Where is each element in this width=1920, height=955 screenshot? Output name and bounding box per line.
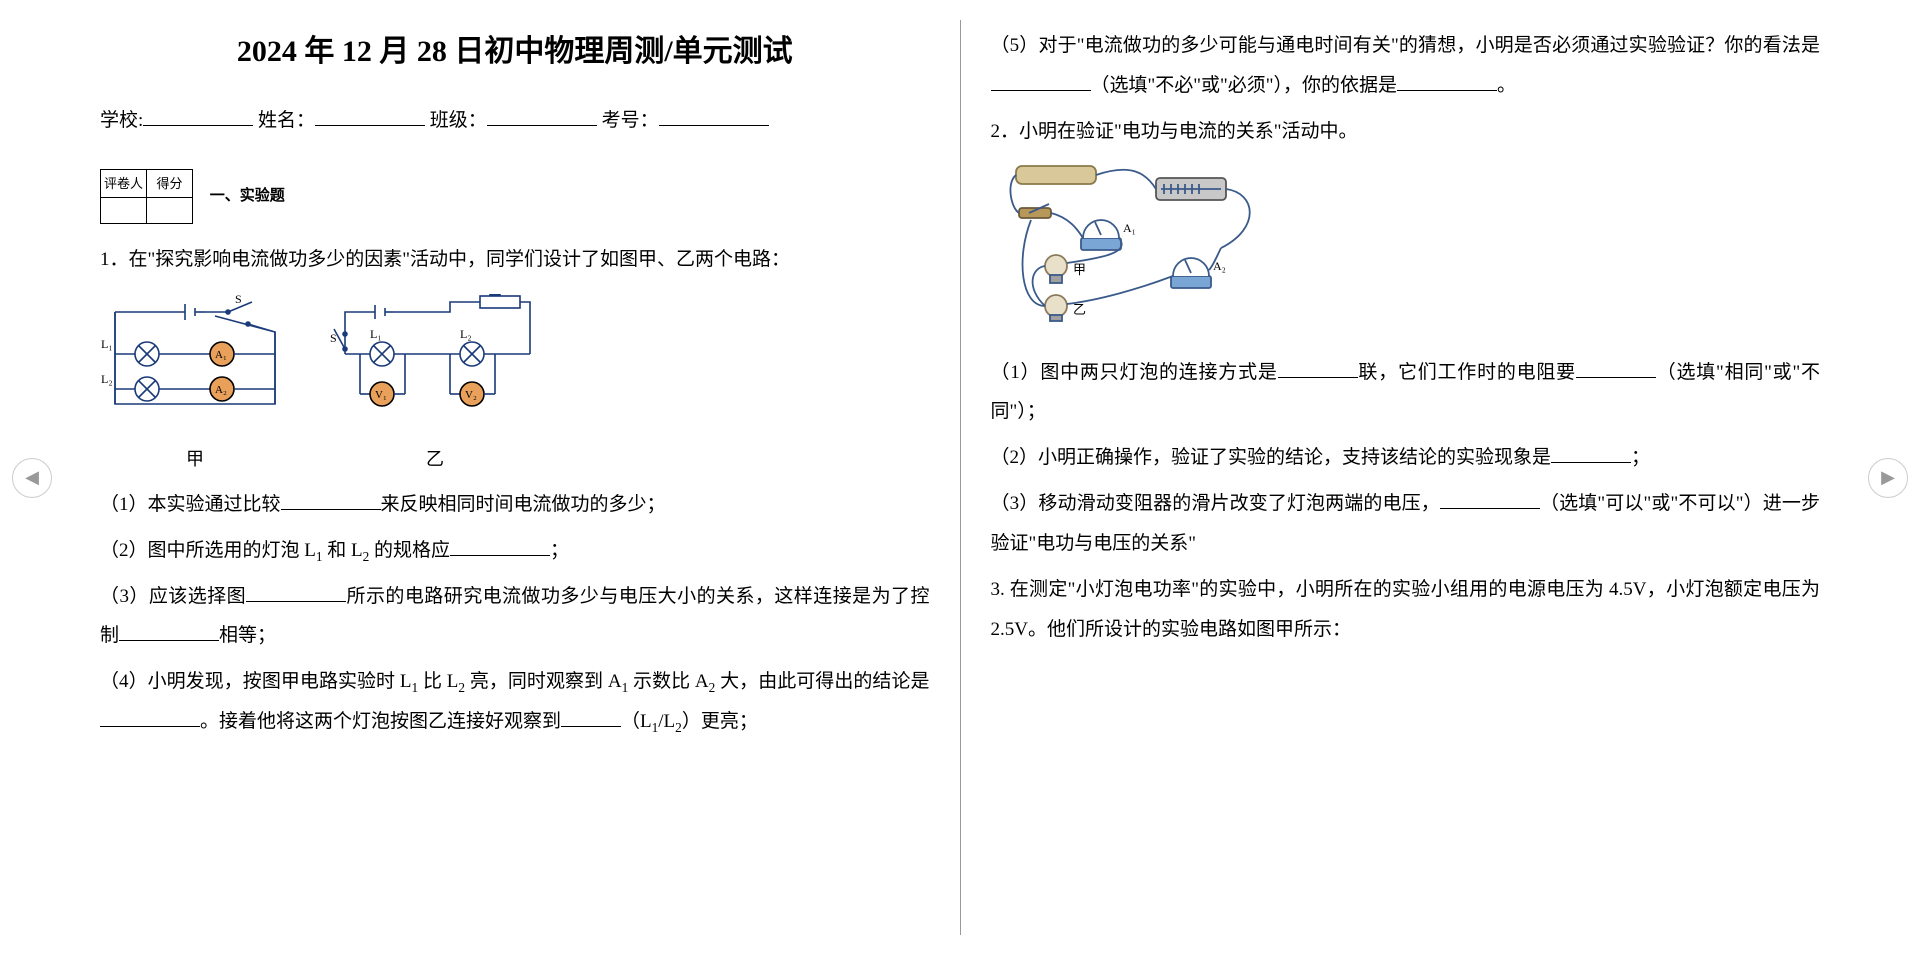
circuit-jia-svg: S A₁ A₂ (100, 294, 290, 424)
blank-q1-3b (119, 623, 219, 641)
q2-1b: 联，它们工作时的电阻要 (1358, 362, 1576, 383)
svg-text:A₂: A₂ (215, 384, 227, 396)
q1-2c: 的规格应 (369, 540, 450, 561)
q1-4: （4）小明发现，按图甲电路实验时 L1 比 L2 亮，同时观察到 A1 示数比 … (100, 662, 930, 742)
svg-text:V₂: V₂ (465, 389, 477, 401)
q1-4c: 亮，同时观察到 A (465, 671, 622, 692)
blank-q1-5a (991, 73, 1091, 91)
q2-circuit: A₁ 甲 A₂ (1001, 158, 1821, 343)
q2-1a: （1）图中两只灯泡的连接方式是 (991, 362, 1278, 383)
q2-3a: （3）移动滑动变阻器的滑片改变了灯泡两端的电压， (991, 493, 1440, 514)
svg-text:L₂: L₂ (101, 372, 113, 386)
nav-next-button[interactable]: ▶ (1868, 458, 1908, 498)
label-class: 班级： (430, 110, 487, 131)
grader-cell (101, 198, 147, 224)
q2-circuit-svg: A₁ 甲 A₂ (1001, 158, 1281, 328)
svg-text:乙: 乙 (1073, 302, 1086, 317)
svg-text:L₁: L₁ (370, 327, 382, 341)
q1-3a: （3）应该选择图 (100, 586, 246, 607)
svg-text:A₁: A₁ (215, 349, 227, 361)
blank-q1-4b (561, 709, 621, 727)
q1-5b: （选填"不必"或"必须"），你的依据是 (1091, 75, 1398, 96)
q1-1: （1）本实验通过比较 来反映相同时间电流做功的多少； (100, 485, 930, 525)
blank-name (315, 108, 425, 126)
circuit-yi-svg: P S (330, 294, 540, 424)
label-school: 学校: (100, 110, 143, 131)
q1-2d: ； (550, 540, 569, 561)
grader-header: 评卷人 (101, 169, 147, 197)
q1-4d: 示数比 A (628, 671, 708, 692)
q1-5c: 。 (1497, 75, 1516, 96)
blank-q1-2 (450, 538, 550, 556)
caption-yi: 乙 (330, 441, 540, 479)
q1-2b: 和 L (323, 540, 363, 561)
score-table: 评卷人 得分 (100, 169, 193, 224)
chevron-right-icon: ▶ (1881, 467, 1895, 488)
q1-1a: （1）本实验通过比较 (100, 494, 281, 515)
blank-q2-1a (1278, 360, 1358, 378)
q1-4g: （L (621, 711, 652, 732)
q1-5a: （5）对于"电流做功的多少可能与通电时间有关"的猜想，小明是否必须通过实验验证？… (991, 35, 1821, 56)
q2-2b: ； (1631, 447, 1650, 468)
svg-text:L₂: L₂ (460, 327, 472, 341)
blank-q2-2 (1551, 445, 1631, 463)
q1-1b: 来反映相同时间电流做功的多少； (381, 494, 666, 515)
svg-text:S: S (235, 294, 242, 306)
score-cell (147, 198, 193, 224)
svg-text:V₁: V₁ (375, 389, 387, 401)
q1-4f: 。接着他将这两个灯泡按图乙连接好观察到 (200, 711, 561, 732)
q1-2: （2）图中所选用的灯泡 L1 和 L2 的规格应； (100, 531, 930, 571)
svg-text:甲: 甲 (1073, 262, 1086, 277)
right-column: （5）对于"电流做功的多少可能与通电时间有关"的猜想，小明是否必须通过实验验证？… (961, 20, 1851, 935)
circuit-jia: S A₁ A₂ (100, 294, 290, 479)
blank-q2-1b (1576, 360, 1656, 378)
svg-text:S: S (330, 331, 337, 345)
blank-school (143, 108, 253, 126)
q2-2: （2）小明正确操作，验证了实验的结论，支持该结论的实验现象是 ； (991, 438, 1821, 478)
caption-jia: 甲 (100, 441, 290, 479)
page-title: 2024 年 12 月 28 日初中物理周测/单元测试 (100, 20, 930, 83)
circuit-yi: P S (330, 294, 540, 479)
q2-stem: 2．小明在验证"电功与电流的关系"活动中。 (991, 112, 1821, 152)
svg-text:L₁: L₁ (101, 337, 113, 351)
q1-4b: 比 L (418, 671, 458, 692)
section-label: 一、实验题 (210, 181, 285, 213)
blank-q1-5b (1397, 73, 1497, 91)
left-column: 2024 年 12 月 28 日初中物理周测/单元测试 学校: 姓名： 班级： … (70, 20, 961, 935)
section-header: 评卷人 得分 一、实验题 (100, 169, 930, 224)
circuit-diagrams: S A₁ A₂ (100, 294, 930, 479)
q1-5: （5）对于"电流做功的多少可能与通电时间有关"的猜想，小明是否必须通过实验验证？… (991, 26, 1821, 106)
q3-stem: 3. 在测定"小灯泡电功率"的实验中，小明所在的实验小组用的电源电压为 4.5V… (991, 570, 1821, 650)
blank-class (487, 108, 597, 126)
blank-exam-no (659, 108, 769, 126)
page-container: 2024 年 12 月 28 日初中物理周测/单元测试 学校: 姓名： 班级： … (0, 0, 1920, 955)
label-name: 姓名： (258, 110, 315, 131)
q2-2a: （2）小明正确操作，验证了实验的结论，支持该结论的实验现象是 (991, 447, 1552, 468)
chevron-left-icon: ◀ (25, 467, 39, 488)
q1-3: （3）应该选择图所示的电路研究电流做功多少与电压大小的关系，这样连接是为了控制相… (100, 577, 930, 657)
blank-q1-3a (246, 584, 346, 602)
blank-q2-3 (1440, 491, 1540, 509)
score-header: 得分 (147, 169, 193, 197)
q1-4a: （4）小明发现，按图甲电路实验时 L (100, 671, 412, 692)
label-exam-no: 考号： (602, 110, 659, 131)
blank-q1-1 (281, 492, 381, 510)
q1-2a: （2）图中所选用的灯泡 L (100, 540, 316, 561)
blank-q1-4a (100, 709, 200, 727)
q1-stem: 1．在"探究影响电流做功多少的因素"活动中，同学们设计了如图甲、乙两个电路： (100, 240, 930, 280)
nav-prev-button[interactable]: ◀ (12, 458, 52, 498)
q1-4h: /L (658, 711, 675, 732)
q1-3c: 相等； (219, 625, 276, 646)
svg-text:A₁: A₁ (1123, 221, 1136, 235)
q2-1: （1）图中两只灯泡的连接方式是联，它们工作时的电阻要（选填"相同"或"不同"）； (991, 353, 1821, 433)
student-info-line: 学校: 姓名： 班级： 考号： (100, 101, 930, 141)
q2-3: （3）移动滑动变阻器的滑片改变了灯泡两端的电压，（选填"可以"或"不可以"）进一… (991, 484, 1821, 564)
q1-4e: 大，由此可得出的结论是 (715, 671, 929, 692)
q1-4i: ）更亮； (682, 711, 758, 732)
